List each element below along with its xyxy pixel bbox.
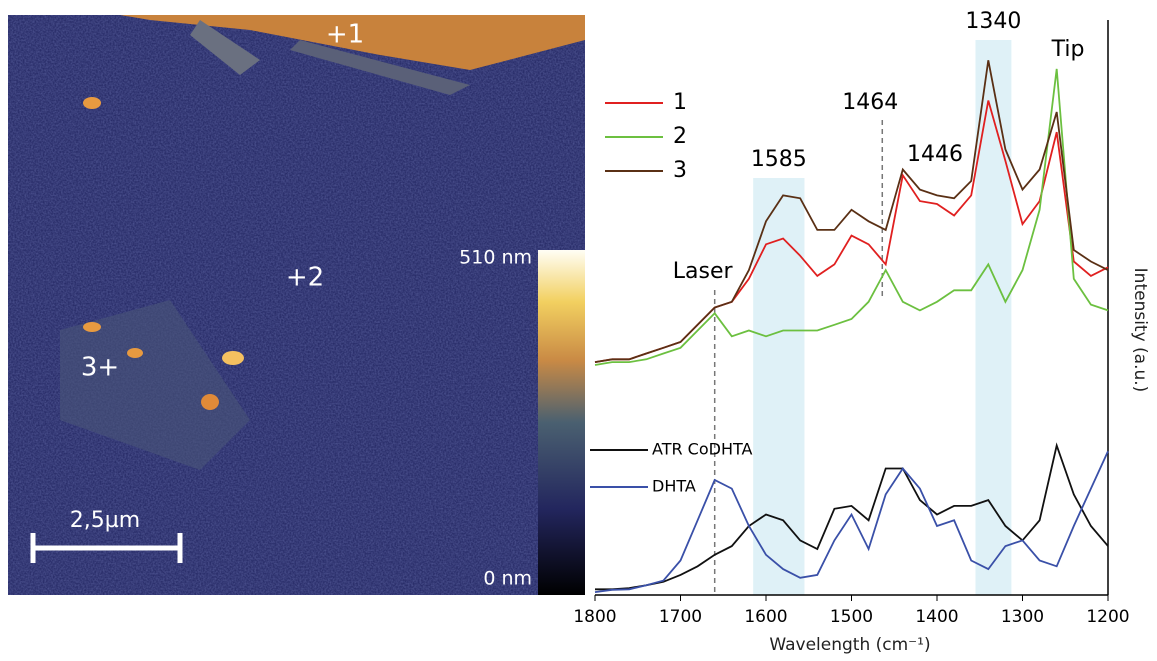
x-axis-label: Wavelength (cm⁻¹) [769, 635, 930, 655]
colorbar-min: 0 nm [483, 568, 532, 590]
crystal [222, 351, 244, 365]
crystal [127, 348, 143, 358]
scale-bar-label: 2,5µm [70, 508, 140, 533]
peak-label: 1446 [907, 142, 963, 167]
series-line [594, 60, 1109, 363]
x-tick-label: 1300 [1001, 607, 1044, 627]
x-tick-label: 1600 [744, 607, 787, 627]
x-tick-label: 1800 [573, 607, 616, 627]
afm-image: +1 +2 3+ 2,5µm 510 nm 0 nm [8, 15, 585, 595]
colorbar [538, 250, 585, 595]
x-tick-label: 1200 [1086, 607, 1129, 627]
legend-label: 1 [673, 90, 687, 115]
series-line [594, 450, 1109, 593]
afm-texture [8, 15, 585, 595]
crystal-cluster [60, 300, 250, 470]
spectra-chart: 1446 Tip Wavelength (cm⁻¹) Intensity (a.… [573, 9, 1150, 655]
x-tick-label: 1500 [830, 607, 873, 627]
marker-label: 3+ [81, 353, 119, 383]
series-line [594, 100, 1109, 363]
highlight-band [753, 178, 805, 595]
legend-label: DHTA [652, 477, 696, 496]
reference-label: 1464 [842, 90, 898, 115]
marker-label: +2 [286, 263, 324, 293]
crystal [201, 394, 219, 410]
highlight-band [975, 40, 1012, 595]
crystal [120, 15, 585, 70]
legend-label: 2 [673, 124, 687, 149]
reference-label: Laser [673, 259, 734, 284]
series-line [594, 68, 1109, 366]
crystal [83, 97, 101, 109]
y-axis-label: Intensity (a.u.) [1130, 268, 1150, 393]
marker-label: +1 [326, 20, 364, 50]
legend-label: 3 [673, 158, 687, 183]
colorbar-max: 510 nm [459, 247, 532, 269]
highlight-label: 1585 [751, 147, 807, 172]
highlight-label: 1340 [965, 9, 1021, 34]
peak-label: Tip [1051, 37, 1085, 62]
crystal [83, 322, 101, 332]
x-tick-label: 1400 [915, 607, 958, 627]
x-tick-label: 1700 [659, 607, 702, 627]
legend-label: ATR CoDHTA [652, 440, 753, 459]
series-line [595, 442, 1109, 591]
crystal [290, 40, 470, 95]
crystal [190, 20, 260, 75]
